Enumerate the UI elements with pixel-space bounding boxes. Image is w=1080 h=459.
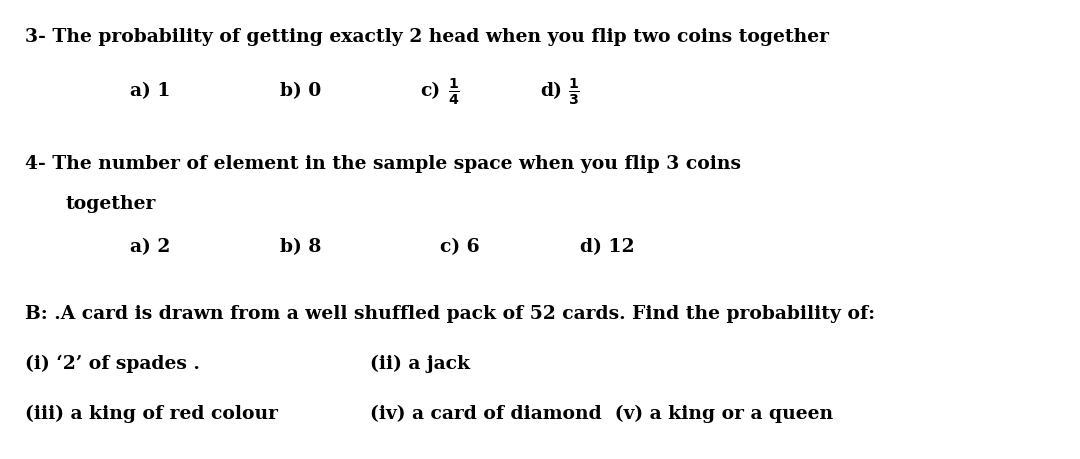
Text: c) 6: c) 6 xyxy=(440,238,480,256)
Text: 3- The probability of getting exactly 2 head when you flip two coins together: 3- The probability of getting exactly 2 … xyxy=(25,28,829,46)
Text: (i) ‘2’ of spades .: (i) ‘2’ of spades . xyxy=(25,355,200,373)
Text: d) 12: d) 12 xyxy=(580,238,635,256)
Text: a) 2: a) 2 xyxy=(130,238,171,256)
Text: a) 1: a) 1 xyxy=(130,82,171,100)
Text: b) 8: b) 8 xyxy=(280,238,322,256)
Text: (ii) a jack: (ii) a jack xyxy=(370,355,470,373)
Text: (iii) a king of red colour: (iii) a king of red colour xyxy=(25,405,278,423)
Text: b) 0: b) 0 xyxy=(280,82,321,100)
Text: 4- The number of element in the sample space when you flip 3 coins: 4- The number of element in the sample s… xyxy=(25,155,741,173)
Text: (iv) a card of diamond  (v) a king or a queen: (iv) a card of diamond (v) a king or a q… xyxy=(370,405,833,423)
Text: B: .A card is drawn from a well shuffled pack of 52 cards. Find the probability : B: .A card is drawn from a well shuffled… xyxy=(25,305,875,323)
Text: d): d) xyxy=(540,82,562,100)
Text: c): c) xyxy=(420,82,441,100)
Text: $\mathbf{\frac{1}{3}}$: $\mathbf{\frac{1}{3}}$ xyxy=(568,77,580,107)
Text: $\mathbf{\frac{1}{4}}$: $\mathbf{\frac{1}{4}}$ xyxy=(448,77,460,107)
Text: together: together xyxy=(65,195,156,213)
